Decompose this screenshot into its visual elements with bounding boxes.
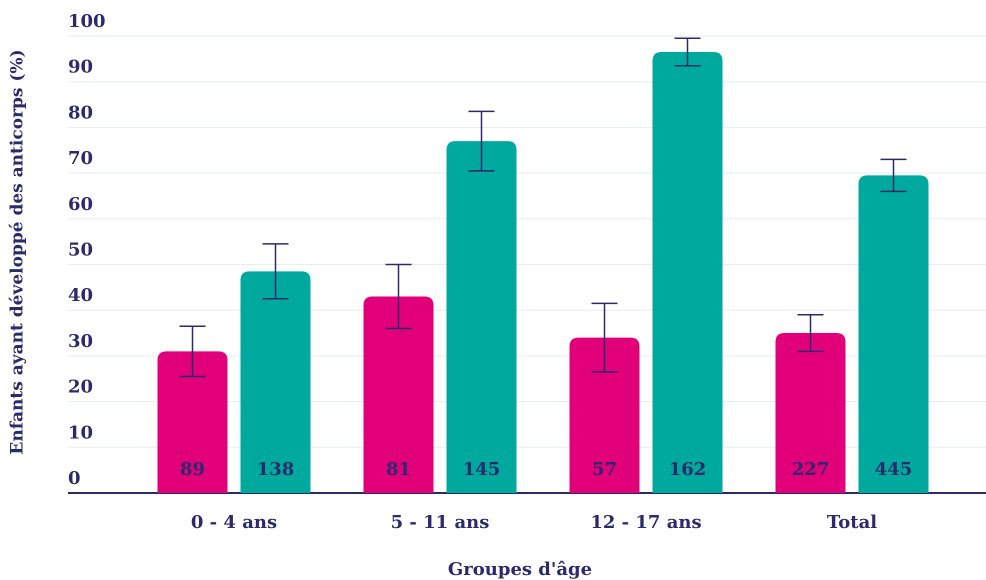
bar [858, 175, 929, 493]
error-bar [797, 314, 824, 353]
y-tick-label: 90 [68, 57, 93, 78]
bar [240, 271, 311, 493]
y-tick-label: 50 [68, 240, 93, 261]
error-bar [262, 243, 289, 300]
error-bar [468, 110, 495, 172]
count-label: 445 [875, 459, 913, 480]
bar [775, 333, 846, 493]
count-label: 227 [792, 459, 830, 480]
y-tick-label: 40 [68, 285, 93, 306]
y-tick-label: 70 [68, 148, 93, 169]
y-tick-label: 60 [68, 194, 93, 215]
y-tick-label: 100 [68, 11, 106, 32]
y-tick-label: 20 [68, 377, 93, 398]
error-bar [880, 158, 907, 193]
error-bar [385, 263, 412, 330]
bar [363, 296, 434, 493]
count-label: 81 [386, 459, 411, 480]
bar [652, 51, 723, 494]
x-tick-label: 0 - 4 ans [191, 512, 277, 533]
x-tick-label: 5 - 11 ans [391, 512, 490, 533]
count-label: 138 [257, 459, 295, 480]
count-label: 162 [669, 459, 707, 480]
error-bar [179, 325, 206, 378]
y-tick-label: 30 [68, 331, 93, 352]
y-tick-label: 0 [68, 468, 81, 489]
x-tick-label: 12 - 17 ans [590, 512, 701, 533]
x-tick-label: Total [827, 512, 877, 533]
error-bar [674, 37, 701, 67]
error-bar [591, 302, 618, 373]
y-axis-title: Enfants ayant développé des anticorps (%… [8, 49, 28, 454]
y-tick-label: 80 [68, 102, 93, 123]
count-label: 145 [463, 459, 501, 480]
y-tick-label: 10 [68, 422, 93, 443]
count-label: 89 [180, 459, 205, 480]
bar [569, 337, 640, 493]
bar [157, 351, 228, 493]
bar [446, 141, 517, 494]
x-axis-title: Groupes d'âge [448, 559, 592, 580]
count-label: 57 [592, 459, 617, 480]
